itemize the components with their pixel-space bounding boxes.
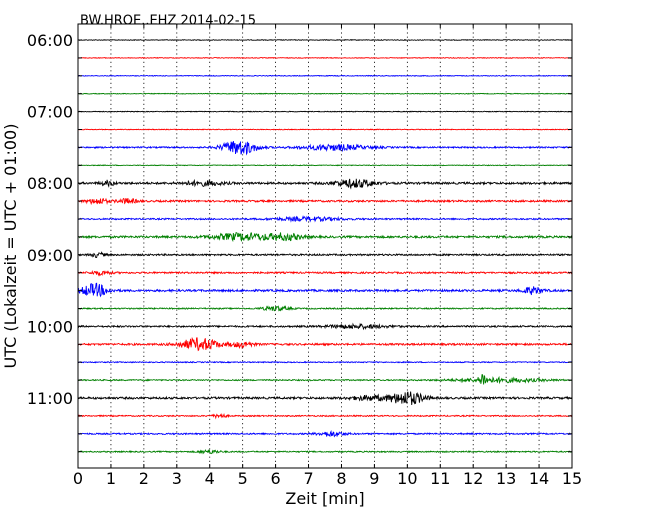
seismic-trace	[77, 305, 573, 312]
seismic-trace	[77, 92, 573, 95]
seismic-trace	[77, 74, 573, 77]
x-tick-label: 1	[106, 469, 116, 488]
axis-ticks: 0 1 2 3 4 5 6 7 8 9 10 11 12 13 14 1506:0007:0008:0009:…	[27, 24, 582, 488]
seismic-trace	[77, 322, 573, 331]
seismic-trace	[77, 449, 573, 455]
seismic-trace	[77, 178, 573, 190]
trace-lines	[77, 38, 573, 455]
seismic-trace	[77, 215, 573, 223]
seismic-trace	[77, 429, 573, 438]
x-tick-label: 4	[205, 469, 215, 488]
seismic-trace	[77, 391, 573, 405]
x-tick-label: 7	[303, 469, 313, 488]
seismic-trace	[77, 336, 573, 352]
seismic-trace	[77, 128, 573, 131]
chart-title: BW.HROE..EHZ 2014-02-15	[80, 14, 256, 29]
y-axis-label: UTC (Lokalzeit = UTC + 01:00)	[1, 124, 20, 369]
seismic-trace	[77, 164, 573, 167]
x-tick-label: 3	[172, 469, 182, 488]
y-tick-label: 11:00	[27, 389, 73, 408]
plot-frame	[77, 23, 573, 469]
seismic-trace	[77, 110, 573, 113]
x-tick-label: 0	[73, 469, 83, 488]
x-tick-label: 9	[369, 469, 379, 488]
x-tick-label: 11	[430, 469, 450, 488]
seismic-trace	[77, 269, 573, 277]
x-tick-label: 6	[271, 469, 281, 488]
x-tick-label: 10	[397, 469, 417, 488]
seismic-trace	[77, 232, 573, 243]
x-axis-label: Zeit [min]	[285, 489, 364, 508]
x-tick-label: 2	[139, 469, 149, 488]
x-tick-label: 12	[463, 469, 483, 488]
y-tick-label: 07:00	[27, 103, 73, 122]
seismic-trace	[77, 360, 573, 364]
seismic-trace	[77, 282, 573, 298]
x-tick-label: 13	[496, 469, 516, 488]
seismic-trace	[77, 374, 573, 385]
x-tick-label: 5	[238, 469, 248, 488]
y-tick-label: 08:00	[27, 174, 73, 193]
y-tick-label: 06:00	[27, 31, 73, 50]
y-tick-label: 10:00	[27, 317, 73, 336]
grid-lines	[110, 24, 540, 468]
seismic-trace	[77, 38, 573, 41]
x-tick-label: 15	[562, 469, 582, 488]
x-tick-label: 14	[529, 469, 549, 488]
seismic-trace	[77, 251, 573, 258]
seismic-trace	[77, 412, 573, 420]
seismic-trace	[77, 140, 573, 156]
y-tick-label: 09:00	[27, 246, 73, 265]
x-tick-label: 8	[336, 469, 346, 488]
seismic-trace	[77, 56, 573, 59]
seismic-trace	[77, 197, 573, 206]
